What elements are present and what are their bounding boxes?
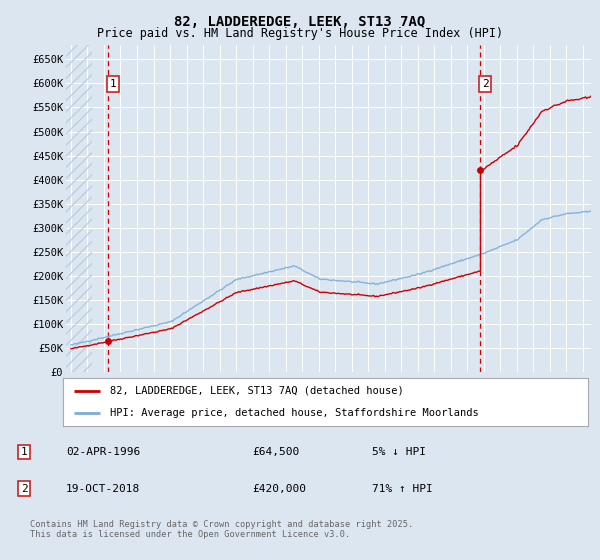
Text: 19-OCT-2018: 19-OCT-2018 (66, 484, 140, 493)
Text: 71% ↑ HPI: 71% ↑ HPI (372, 484, 433, 493)
Text: 82, LADDEREDGE, LEEK, ST13 7AQ (detached house): 82, LADDEREDGE, LEEK, ST13 7AQ (detached… (110, 386, 404, 396)
Text: Price paid vs. HM Land Registry's House Price Index (HPI): Price paid vs. HM Land Registry's House … (97, 27, 503, 40)
Text: 2: 2 (482, 79, 489, 89)
Text: £420,000: £420,000 (252, 484, 306, 493)
Text: HPI: Average price, detached house, Staffordshire Moorlands: HPI: Average price, detached house, Staf… (110, 408, 479, 418)
Text: Contains HM Land Registry data © Crown copyright and database right 2025.
This d: Contains HM Land Registry data © Crown c… (30, 520, 413, 539)
Text: 02-APR-1996: 02-APR-1996 (66, 447, 140, 457)
Text: 1: 1 (110, 79, 116, 89)
Text: £64,500: £64,500 (252, 447, 299, 457)
Text: 82, LADDEREDGE, LEEK, ST13 7AQ: 82, LADDEREDGE, LEEK, ST13 7AQ (175, 15, 425, 29)
Text: 5% ↓ HPI: 5% ↓ HPI (372, 447, 426, 457)
Text: 1: 1 (20, 447, 28, 457)
Text: 2: 2 (20, 484, 28, 493)
Bar (66, 45, 92, 372)
